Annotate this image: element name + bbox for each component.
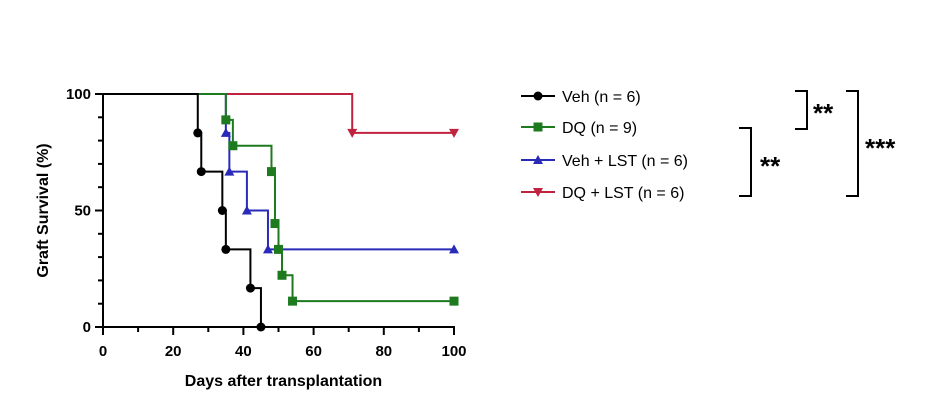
data-point: [256, 322, 266, 332]
series-triangle-up: [103, 93, 459, 254]
x-tick-label: 0: [99, 343, 107, 360]
series-line: [103, 93, 454, 303]
series-layer: [103, 93, 459, 332]
axes: 0 50 100 0 20 40 60 80 100 Days after transplanta…: [35, 86, 467, 390]
legend-marker: [533, 91, 543, 101]
data-point: [262, 244, 273, 254]
data-point: [241, 205, 252, 215]
significance-label: **: [813, 98, 834, 128]
x-tick-label: 60: [305, 343, 322, 360]
legend-label: Veh (n = 6): [562, 89, 641, 106]
data-point: [193, 128, 203, 138]
series-circle: [103, 93, 266, 332]
y-tick-label: 0: [83, 319, 91, 336]
legend: Veh (n = 6) DQ (n = 9) Veh + LST (n = 6) DQ…: [521, 89, 688, 202]
legend-item: DQ + LST (n = 6): [521, 185, 684, 202]
data-point: [449, 244, 459, 254]
data-point: [449, 128, 459, 138]
data-point: [221, 244, 231, 254]
data-point: [277, 270, 287, 280]
legend-marker: [533, 188, 543, 197]
data-point: [224, 166, 235, 176]
series-line: [103, 93, 454, 134]
data-point: [274, 244, 283, 254]
series-triangle-down: [103, 93, 459, 138]
x-tick-label: 80: [375, 343, 392, 360]
legend-label: DQ + LST (n = 6): [562, 185, 684, 202]
series-line: [103, 93, 262, 327]
series-square: [103, 93, 459, 306]
significance-label: **: [760, 151, 781, 181]
x-tick-label: 20: [165, 343, 182, 360]
legend-marker: [533, 155, 543, 164]
data-point: [217, 206, 227, 215]
x-tick-label: 40: [235, 343, 252, 360]
y-tick-label: 100: [66, 86, 91, 103]
legend-item: DQ (n = 9): [521, 120, 637, 137]
bracket-veh-dqlst: [846, 90, 859, 197]
significance-label: ***: [865, 133, 896, 163]
data-point: [196, 167, 206, 177]
data-point: [347, 128, 358, 138]
x-tick-label: 100: [441, 343, 466, 360]
significance-brackets: *******: [739, 90, 896, 197]
data-point: [288, 296, 298, 306]
legend-marker: [533, 122, 543, 132]
legend-label: DQ (n = 9): [562, 120, 637, 137]
y-axis-title: Graft Survival (%): [35, 143, 52, 277]
y-tick-label: 50: [74, 203, 91, 220]
data-point: [228, 141, 238, 151]
data-point: [449, 296, 459, 306]
legend-item: Veh (n = 6): [521, 89, 641, 106]
data-point: [220, 127, 231, 137]
bracket-dq-dqlst: [739, 127, 752, 197]
data-point: [266, 167, 276, 177]
bracket-veh-dq: [795, 90, 808, 130]
data-point: [270, 219, 280, 229]
data-point: [245, 283, 255, 293]
x-axis-title: Days after transplantation: [185, 373, 382, 390]
data-point: [221, 115, 231, 125]
legend-label: Veh + LST (n = 6): [562, 153, 688, 170]
legend-item: Veh + LST (n = 6): [521, 153, 688, 170]
